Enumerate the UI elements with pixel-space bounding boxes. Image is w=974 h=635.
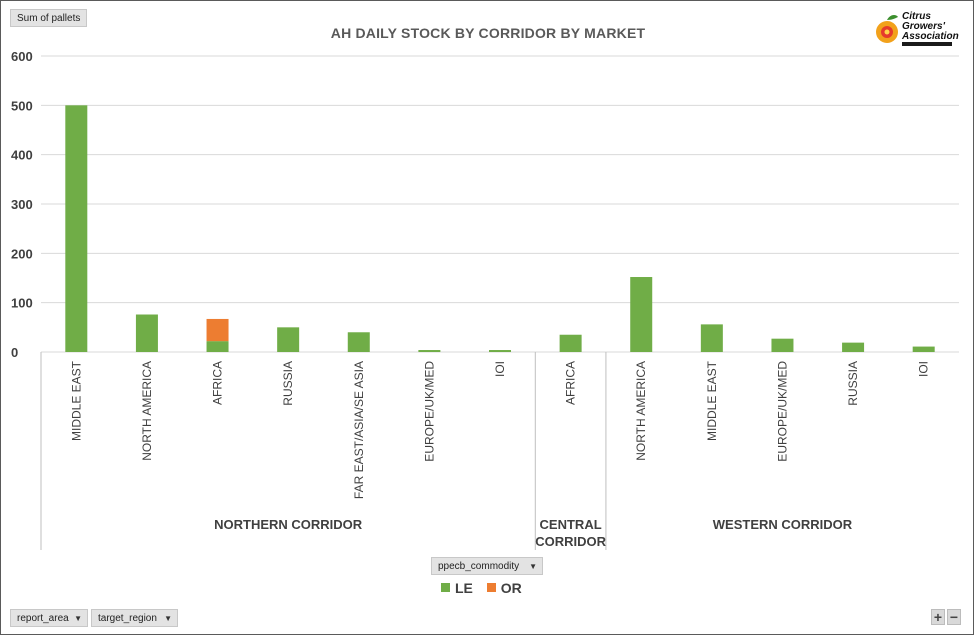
report-area-filter-button[interactable]: report_area ▼ — [10, 609, 88, 627]
chart-plot-area: 0 100 200 300 400 500 600 MIDDLE EAST NORTH AMER… — [11, 49, 959, 550]
logo-strip — [902, 42, 952, 46]
bar-le-8 — [630, 277, 653, 352]
bar-le-4 — [347, 332, 370, 352]
bar-le-1 — [135, 314, 158, 352]
category-label: EUROPE/UK/MED — [775, 361, 789, 462]
citrus-logo-icon — [876, 15, 898, 43]
legend-item-or: OR — [486, 580, 522, 596]
bar-le-10 — [771, 338, 794, 352]
bar-le-0 — [65, 105, 88, 352]
bar-le-6 — [489, 350, 511, 352]
legend-swatch-or — [486, 583, 496, 592]
category-label: IOI — [917, 361, 931, 377]
chart-legend: LE OR — [441, 580, 532, 596]
category-label: IOI — [493, 361, 507, 377]
category-label: RUSSIA — [281, 361, 295, 406]
value-field-button[interactable]: Sum of pallets — [10, 9, 87, 27]
bar-le-5 — [418, 350, 441, 352]
category-label: MIDDLE EAST — [69, 360, 83, 441]
chart-title: AH DAILY STOCK BY CORRIDOR BY MARKET — [330, 25, 646, 41]
bar-le-11 — [842, 342, 865, 352]
bar-le-9 — [700, 324, 723, 352]
expand-button[interactable]: + — [931, 609, 945, 625]
bar-le-12 — [912, 346, 935, 352]
group-label: WESTERN CORRIDOR — [713, 517, 853, 532]
y-tick-label: 600 — [11, 49, 33, 64]
y-tick-label: 200 — [11, 246, 33, 261]
bar-or-2 — [206, 318, 229, 342]
category-label: FAR EAST/ASIA/SE ASIA — [352, 361, 366, 499]
bar-le-7 — [559, 334, 582, 352]
category-label: RUSSIA — [846, 361, 860, 406]
target-region-filter-button[interactable]: target_region ▼ — [91, 609, 178, 627]
category-label: NORTH AMERICA — [140, 361, 154, 461]
category-label: MIDDLE EAST — [705, 360, 719, 441]
group-label: NORTHERN CORRIDOR — [214, 517, 363, 532]
y-tick-label: 0 — [11, 345, 18, 360]
category-label: EUROPE/UK/MED — [422, 361, 436, 462]
collapse-button[interactable]: − — [947, 609, 961, 625]
y-tick-label: 100 — [11, 296, 33, 311]
legend-field-button[interactable]: ppecb_commodity ▼ — [431, 557, 543, 575]
citrus-growers-logo: Citrus Growers' Association — [874, 11, 959, 49]
bar-le-3 — [277, 327, 300, 352]
legend-item-le: LE — [441, 580, 473, 596]
y-tick-label: 300 — [11, 197, 33, 212]
group-label: CENTRAL CORRIDOR — [535, 517, 606, 549]
category-label: AFRICA — [211, 361, 225, 405]
bar-le-2 — [206, 341, 229, 352]
y-tick-label: 400 — [11, 148, 33, 163]
legend-swatch-le — [441, 583, 450, 592]
category-label: AFRICA — [564, 361, 578, 405]
logo-text: Citrus Growers' Association — [902, 11, 959, 42]
y-tick-label: 500 — [11, 98, 33, 113]
category-label: NORTH AMERICA — [634, 361, 648, 461]
